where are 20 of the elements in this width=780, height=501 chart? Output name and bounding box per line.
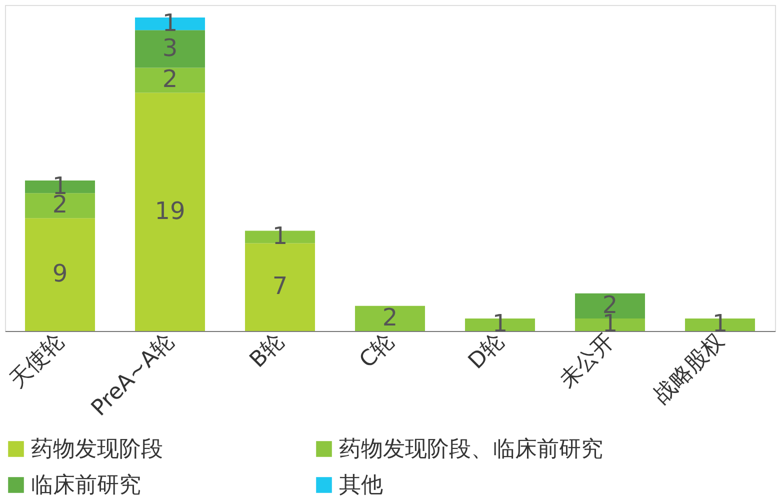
legend-label: 药物发现阶段、临床前研究 <box>339 437 603 462</box>
bar <box>135 30 205 68</box>
x-tick-label: B轮 <box>245 329 290 373</box>
data-label: 9 <box>52 260 68 288</box>
bar <box>135 68 205 93</box>
data-label: 1 <box>272 222 288 250</box>
bar <box>135 92 205 331</box>
x-tick-label: 天使轮 <box>4 329 70 394</box>
data-label: 2 <box>162 65 178 94</box>
legend-label: 其他 <box>339 473 383 498</box>
x-tick-label: C轮 <box>355 329 400 374</box>
data-label: 19 <box>154 196 186 225</box>
data-label: 2 <box>382 303 398 332</box>
bar <box>25 218 95 331</box>
bar <box>355 306 425 331</box>
bar <box>25 193 95 218</box>
legend-label: 药物发现阶段 <box>31 437 163 462</box>
bar <box>245 243 315 331</box>
data-label: 7 <box>272 272 288 300</box>
legend-label: 临床前研究 <box>31 473 141 498</box>
